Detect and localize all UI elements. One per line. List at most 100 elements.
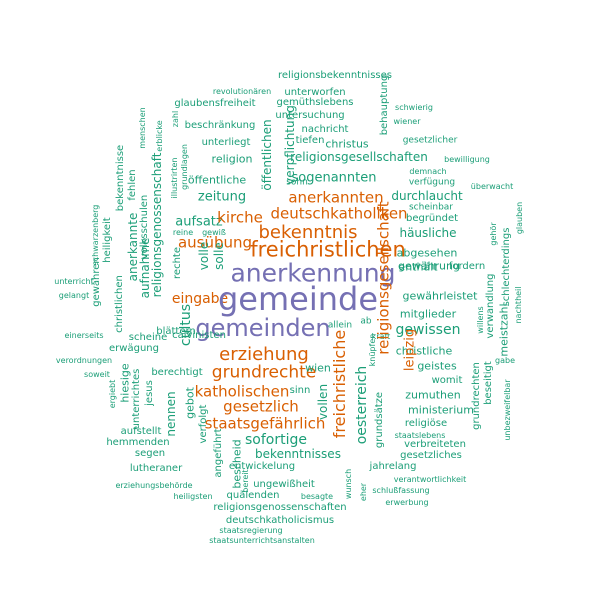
cloud-word: rechte <box>172 247 183 279</box>
cloud-word: zeitung <box>197 189 247 205</box>
cloud-word: beschränkung <box>184 120 256 131</box>
cloud-word: bekenntnis <box>258 222 358 243</box>
cloud-word: scheine <box>128 332 168 343</box>
cloud-word: entwickelung <box>228 461 296 472</box>
cloud-word: nachricht <box>301 124 349 135</box>
cloud-word: beseitigt <box>483 361 494 405</box>
cloud-word: ministerium <box>408 403 474 417</box>
cloud-word: verbreiteten <box>404 439 466 450</box>
cloud-word: erwerbung <box>385 498 429 507</box>
cloud-word: unbezweifelbar <box>503 379 512 441</box>
cloud-word: bewilligung <box>444 155 490 164</box>
cloud-word: gehör <box>489 222 498 246</box>
cloud-word: religionsgesellschaften <box>290 150 428 164</box>
cloud-word: mitglieder <box>399 307 457 321</box>
cloud-word: segen <box>134 448 166 459</box>
cloud-word: heiligsten <box>173 492 213 501</box>
cloud-word: bereit <box>241 469 250 493</box>
cloud-word: gesetzlicher <box>402 135 458 146</box>
cloud-word: cultus <box>178 303 194 347</box>
cloud-word: blättern <box>156 326 196 337</box>
cloud-word: gelangt <box>58 291 90 300</box>
cloud-word: schlechterdings <box>501 227 512 307</box>
cloud-word: nachtheil <box>514 286 523 324</box>
cloud-word: erziehungsbehörde <box>115 481 193 490</box>
cloud-word: erblicke <box>155 120 164 152</box>
cloud-word: religion <box>211 152 253 166</box>
cloud-word: knüpfen <box>368 333 377 367</box>
cloud-word: solle <box>212 242 226 270</box>
cloud-word: verfügung <box>408 177 456 188</box>
cloud-word: deutschkatholiken <box>270 204 408 223</box>
cloud-word: grundrechte <box>211 362 317 383</box>
cloud-word: unterricht <box>54 277 94 286</box>
cloud-word: gemeinden <box>195 314 331 342</box>
cloud-word: religiöse <box>404 418 448 429</box>
cloud-word: begründet <box>405 213 459 224</box>
cloud-word: gesetzlich <box>223 397 299 416</box>
cloud-word: schwarzenberg <box>91 204 100 266</box>
cloud-word: gewährung <box>398 259 460 273</box>
cloud-word: berechtigt <box>151 367 203 378</box>
cloud-word: jahrelang <box>369 461 417 472</box>
cloud-word: staatsgefährlich <box>204 414 326 433</box>
cloud-word: sofortige <box>245 432 307 448</box>
cloud-word: aufstellt <box>120 426 162 437</box>
cloud-word: revolutionären <box>212 87 272 96</box>
cloud-word: aufnahme <box>138 237 152 299</box>
cloud-word: oesterreich <box>354 365 370 445</box>
cloud-word: glauben <box>515 201 524 235</box>
cloud-word: verantwortlichkeit <box>393 475 467 484</box>
cloud-word: gebot <box>183 387 197 419</box>
cloud-word: unterworfen <box>284 87 346 98</box>
cloud-word: verwandlung <box>485 273 496 339</box>
cloud-word: häusliche <box>399 226 457 240</box>
cloud-word: christliche <box>395 344 453 358</box>
cloud-word: anerkennung <box>230 258 396 288</box>
cloud-word: geistes <box>417 359 457 373</box>
cloud-word: nennen <box>164 391 178 437</box>
cloud-word: bekenntnisse <box>115 144 126 212</box>
cloud-word: kirche <box>217 208 263 227</box>
cloud-word: durchlaucht <box>391 189 463 203</box>
cloud-word: sinn <box>289 385 311 396</box>
cloud-word: aufsatz <box>175 214 223 230</box>
cloud-word: schwierig <box>395 103 433 112</box>
cloud-word: gewiß <box>202 228 226 237</box>
cloud-word: vollen <box>316 383 330 421</box>
cloud-word: ergiebt <box>108 379 117 409</box>
cloud-word: katholischen <box>194 382 290 401</box>
cloud-word: öffentliche <box>187 173 247 187</box>
cloud-word: menschen <box>138 107 147 149</box>
cloud-word: hiesige <box>118 363 132 403</box>
cloud-word: gewährleistet <box>402 289 478 303</box>
cloud-word: calvinisten <box>172 330 226 341</box>
cloud-word: allein <box>327 320 353 331</box>
cloud-word: abgesehen <box>396 246 458 260</box>
cloud-word: gabe <box>495 356 515 365</box>
cloud-word: kraft <box>371 332 391 341</box>
cloud-word: religionsgesellschaft <box>374 201 393 355</box>
cloud-word: illustrirten <box>170 157 179 199</box>
cloud-word: gemüthslebens <box>276 97 354 108</box>
cloud-word: erwägung <box>109 343 159 354</box>
cloud-word: verordnungen <box>55 356 113 365</box>
cloud-word: grundsätze <box>374 391 385 449</box>
cloud-word: sogenannten <box>291 170 377 186</box>
cloud-word: gesetzliches <box>400 450 462 461</box>
cloud-word: fehlen <box>127 169 138 201</box>
cloud-word: freichristliche <box>330 329 349 439</box>
cloud-word: grundlagen <box>180 144 189 190</box>
cloud-word: jesus <box>144 380 155 406</box>
cloud-word: öffentlichen <box>260 119 274 191</box>
cloud-word: staatslebens <box>394 431 446 440</box>
cloud-word: ungewißheit <box>253 479 315 490</box>
cloud-word: bekenntnisses <box>255 447 341 461</box>
cloud-word: demnach <box>409 167 447 176</box>
cloud-word: deutschkatholicismus <box>225 515 335 526</box>
cloud-word: überwacht <box>470 182 514 191</box>
cloud-word: gemeinde <box>217 280 379 318</box>
cloud-word: religionsgenossenschaften <box>213 502 347 513</box>
cloud-word: gewissen <box>395 322 461 338</box>
cloud-word: untersuchung <box>275 110 345 121</box>
